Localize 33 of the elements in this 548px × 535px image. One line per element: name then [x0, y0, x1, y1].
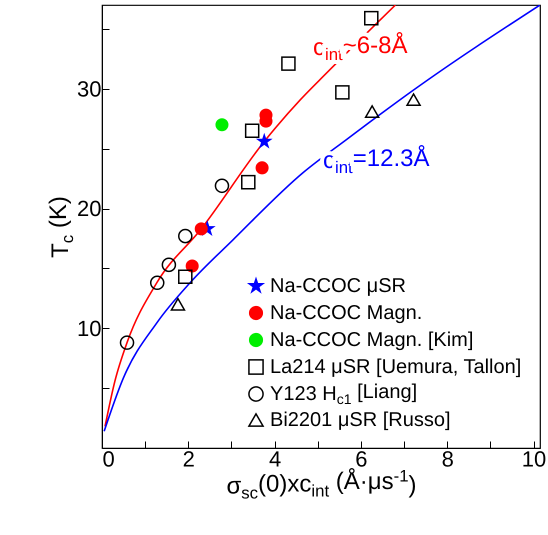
y-tick-label: 20 [77, 196, 102, 222]
point [364, 105, 380, 118]
point [150, 276, 165, 290]
point [281, 56, 296, 71]
x-tick-label: 10 [522, 446, 546, 472]
point [170, 298, 186, 311]
point [256, 161, 269, 174]
point [214, 178, 230, 194]
legend-label: Na-CCOC Magn. [270, 302, 422, 324]
point [364, 10, 379, 26]
point [215, 118, 228, 132]
legend-label: Na-CCOC Magn. [Kim] [270, 329, 474, 351]
point [186, 260, 199, 273]
x-tick-label: 8 [442, 446, 454, 472]
legend-label: La214 μSR [Uemura, Tallon] [270, 356, 522, 378]
point [178, 228, 193, 244]
point [241, 174, 256, 190]
legend-label: Bi2201 μSR [Russo] [270, 409, 450, 431]
point [178, 270, 193, 284]
y-tick-label: 10 [77, 316, 102, 341]
point [335, 85, 350, 100]
x-tick-label: 2 [182, 446, 195, 472]
y-tick-label: 30 [77, 76, 102, 102]
point [120, 335, 134, 350]
point [256, 132, 273, 149]
point [162, 258, 176, 272]
point [194, 222, 208, 236]
line-series [103, 5, 540, 432]
legend-label: Y123 H$_{c1}$ [Liang] [270, 381, 418, 408]
point [244, 123, 260, 138]
legend-label: Na-CCOC μSR [270, 275, 406, 297]
x-tick-label: 0 [102, 446, 115, 472]
point [406, 93, 421, 106]
